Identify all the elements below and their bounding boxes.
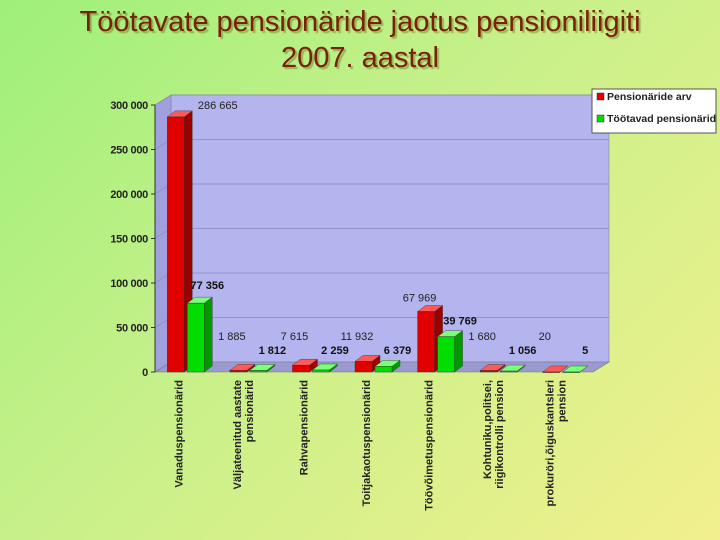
gridline — [154, 94, 609, 106]
bar-front — [292, 365, 310, 373]
slide-title: Töötavate pensionäride jaotus pensionili… — [0, 4, 720, 76]
slide-title-line-2: 2007. aastal — [280, 42, 439, 74]
legend-label-pensionaride-arv: Pensionäride arv — [607, 91, 692, 103]
x-tick-label: Kohtuniku,politsei,riigikontrolli pensio… — [482, 380, 506, 489]
bar-pensionaride-arv — [542, 365, 569, 373]
legend-label-tootavad-pensionarid: Töötavad pensionärid — [607, 113, 716, 125]
data-label-tootavad-pensionarid: 1 812 — [259, 345, 287, 357]
legend-swatch-tootavad-pensionarid — [596, 114, 605, 123]
slide-title-line-1: Töötavate pensionäride jaotus pensionili… — [79, 6, 641, 38]
x-tick-label-line: Töövõimetuspensionärid — [424, 380, 436, 511]
x-tick-label: Väljateenitud aastatepensionärid — [232, 380, 256, 489]
data-label-tootavad-pensionarid: 6 379 — [384, 345, 412, 357]
x-tick-label: prokuröri,õiguskantsleripension — [545, 380, 569, 507]
y-tick-label: 200 000 — [110, 189, 148, 201]
bar-tootavad-pensionarid — [374, 359, 401, 373]
bar-tootavad-pensionarid — [186, 296, 213, 373]
bar-pensionaride-arv — [354, 354, 381, 373]
bar-front — [167, 116, 185, 373]
x-tick-label-line: Vanaduspensionärid — [173, 380, 185, 488]
bar-front — [187, 302, 205, 373]
data-label-pensionaride-arv: 1 885 — [218, 331, 246, 343]
bar-front — [374, 366, 393, 373]
bar-side — [454, 330, 463, 373]
x-tick-label: Vanaduspensionärid — [173, 380, 185, 488]
bar-front — [499, 370, 518, 373]
bar-front — [229, 370, 248, 373]
y-tick-label: 300 000 — [110, 100, 148, 112]
bar-front — [437, 336, 455, 373]
data-label-pensionaride-arv: 7 615 — [281, 331, 309, 343]
y-tick-label: 50 000 — [116, 323, 148, 335]
y-tick-label: 100 000 — [110, 278, 148, 290]
legend-box — [591, 88, 717, 134]
bar-front — [354, 361, 373, 373]
data-label-tootavad-pensionarid: 77 356 — [190, 280, 224, 292]
bar-front — [312, 369, 330, 373]
bar-front — [249, 370, 268, 373]
data-label-tootavad-pensionarid: 39 769 — [443, 316, 477, 328]
bar-front — [417, 311, 435, 373]
bar-tootavad-pensionarid — [311, 363, 339, 373]
x-tick-label-line: prokuröri,õiguskantsleri — [545, 380, 557, 507]
data-label-tootavad-pensionarid: 5 — [582, 345, 588, 357]
bar-pensionaride-arv — [291, 358, 319, 373]
x-tick-label-line: pensionärid — [244, 380, 256, 442]
legend-swatch-pensionaride-arv — [596, 92, 605, 101]
x-tick-label-line: riigikontrolli pension — [494, 380, 506, 489]
bar-tootavad-pensionarid — [249, 363, 276, 373]
data-label-pensionaride-arv: 1 680 — [468, 331, 496, 343]
y-tick-label: 0 — [142, 367, 148, 379]
data-label-tootavad-pensionarid: 1 056 — [509, 345, 537, 357]
x-tick-label-line: Väljateenitud aastate — [232, 380, 244, 489]
x-tick-label: Töövõimetuspensionärid — [424, 380, 436, 511]
data-label-pensionaride-arv: 67 969 — [403, 293, 437, 305]
legend: Pensionäride arv Töötavad pensionärid — [591, 88, 717, 134]
x-tick-label-line: Rahvapensionärid — [298, 380, 310, 475]
x-tick-label-line: Kohtuniku,politsei, — [482, 380, 494, 479]
x-tick-label: Toitjakaotuspensionärid — [361, 380, 373, 506]
x-tick-label: Rahvapensionärid — [298, 380, 310, 475]
x-tick-label-line: pension — [557, 380, 569, 422]
data-label-pensionaride-arv: 286 665 — [198, 100, 238, 112]
data-label-pensionaride-arv: 11 932 — [341, 331, 374, 343]
bar-tootavad-pensionarid — [499, 364, 526, 373]
y-tick-label: 250 000 — [110, 145, 148, 157]
bar-front — [479, 370, 498, 373]
data-label-tootavad-pensionarid: 2 259 — [321, 345, 349, 357]
bar-front — [542, 371, 560, 373]
y-tick-label: 150 000 — [110, 234, 148, 246]
data-label-pensionaride-arv: 20 — [539, 331, 551, 343]
bar-tootavad-pensionarid — [436, 330, 464, 373]
bar-pensionaride-arv — [229, 363, 256, 373]
bar-side — [204, 296, 213, 373]
bar-tootavad-pensionarid — [562, 365, 589, 373]
x-tick-label-line: Toitjakaotuspensionärid — [361, 380, 373, 506]
bar-pensionaride-arv — [479, 364, 506, 373]
bar-front — [562, 371, 580, 373]
